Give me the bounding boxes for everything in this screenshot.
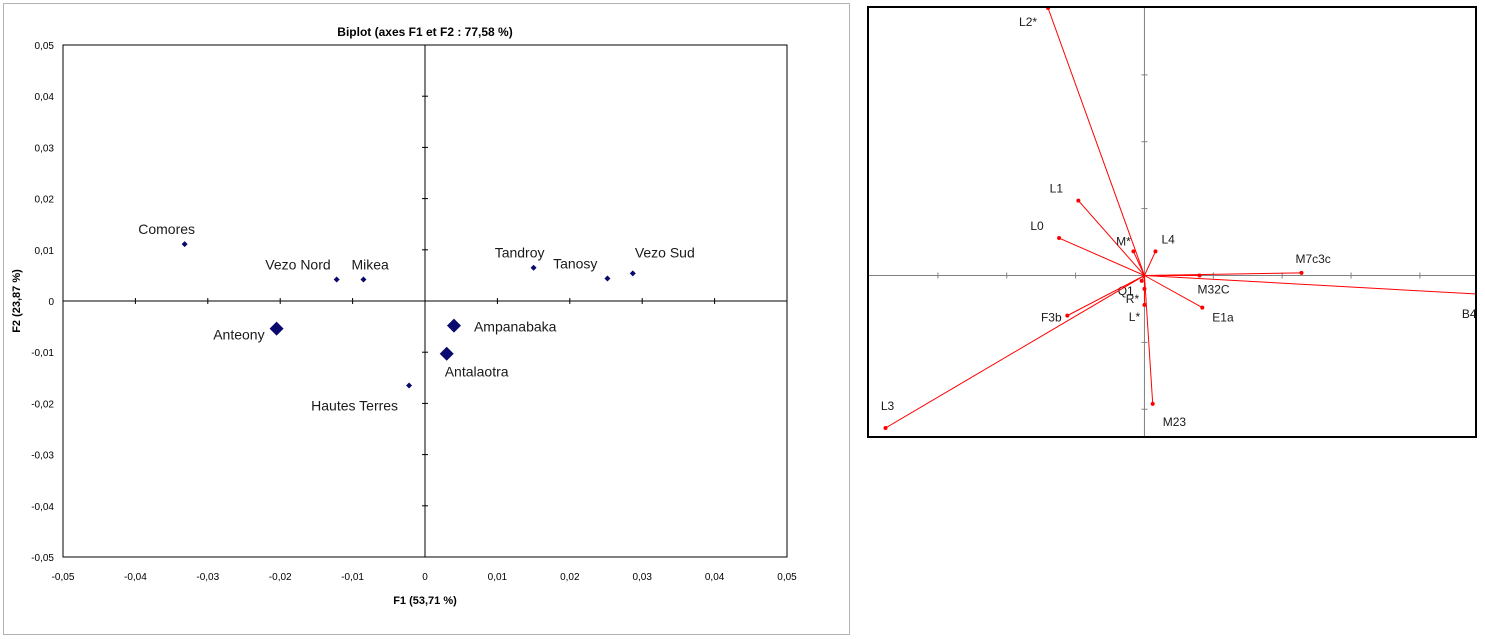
biplot-chart: -0,05 -0,04 -0,03 -0,02 -0,01 0 0,01 0,02 0,03 0,… <box>3 3 850 635</box>
vector-endpoint <box>1299 270 1304 275</box>
x-axis-label: F1 (53,71 %) <box>393 595 457 607</box>
vector-endpoint <box>1065 313 1070 318</box>
vector-endpoint <box>1142 302 1147 307</box>
data-point-label: Ampanabaka <box>474 319 557 335</box>
y-tick-label: 0,03 <box>35 143 55 154</box>
vector-endpoint <box>1131 249 1136 254</box>
x-tick-label: 0,05 <box>777 572 797 583</box>
data-point <box>439 346 454 361</box>
y-tick-label: -0,05 <box>31 553 54 564</box>
data-point-label: Vezo Sud <box>635 244 695 260</box>
vector-label: L1 <box>1050 182 1064 196</box>
y-tick-label: -0,03 <box>31 451 54 462</box>
x-tick-label: 0,04 <box>705 572 725 583</box>
x-tick-label: 0,03 <box>632 572 652 583</box>
vector-endpoint <box>883 425 888 430</box>
vector-label: M7c3c <box>1295 252 1330 266</box>
data-point-label: Tandroy <box>495 245 545 261</box>
data-point <box>446 318 461 333</box>
vector-endpoint <box>1150 401 1155 406</box>
vector-label: L4 <box>1161 232 1175 246</box>
loading-vector <box>1144 275 1475 295</box>
data-point-label: Antalaotra <box>445 364 509 380</box>
loading-vector <box>885 275 1145 429</box>
loading-vector <box>1047 8 1145 276</box>
x-tick-label: -0,05 <box>52 572 75 583</box>
vector-label: L* <box>1129 310 1141 324</box>
loading-vector <box>1132 251 1145 276</box>
data-point <box>629 270 636 277</box>
vector-label: F3b <box>1041 311 1062 325</box>
vector-label: B4a <box>1462 307 1475 321</box>
y-tick-label: -0,04 <box>31 502 54 513</box>
data-point-label: Tanosy <box>553 255 597 271</box>
x-tick-label: 0,01 <box>488 572 508 583</box>
loading-vector <box>1143 251 1156 276</box>
loading-vector <box>1058 237 1145 276</box>
x-tick-label: -0,02 <box>269 572 292 583</box>
data-point <box>530 264 537 271</box>
data-point-label: Hautes Terres <box>311 397 398 413</box>
y-tick-label: 0 <box>48 297 54 308</box>
vector-endpoint <box>1197 273 1202 278</box>
y-tick-label: 0,01 <box>35 246 55 257</box>
vector-endpoint <box>1046 8 1051 10</box>
loading-vector <box>1144 275 1203 309</box>
loading-vector <box>1067 275 1145 317</box>
vector-label: R* <box>1126 292 1140 306</box>
vector-label: E1a <box>1212 311 1234 325</box>
loading-vector <box>1077 200 1145 276</box>
data-point <box>181 241 188 248</box>
vector-label: M* <box>1116 234 1131 248</box>
x-tick-label: 0 <box>422 572 428 583</box>
vector-label: M32C <box>1198 283 1230 297</box>
y-tick-label: -0,01 <box>31 348 54 359</box>
loading-vector <box>1143 275 1154 404</box>
vector-label: L0 <box>1030 219 1044 233</box>
data-point-label: Comores <box>138 221 195 237</box>
y-tick-label: 0,04 <box>35 92 55 103</box>
vector-label: M23 <box>1163 415 1187 429</box>
vector-endpoint <box>1200 305 1205 310</box>
vector-label: L3 <box>881 399 895 413</box>
vector-endpoint <box>1076 198 1081 203</box>
biplot-svg: -0,05 -0,04 -0,03 -0,02 -0,01 0 0,01 0,02 0,03 0,… <box>11 25 797 607</box>
chart-title: Biplot (axes F1 et F2 : 77,58 %) <box>337 25 512 39</box>
data-point <box>360 276 367 283</box>
vector-endpoint <box>1153 249 1158 254</box>
x-tick-label: -0,04 <box>124 572 147 583</box>
y-tick-label: -0,02 <box>31 399 54 410</box>
data-point <box>269 321 284 336</box>
x-tick-label: -0,01 <box>341 572 364 583</box>
data-point-label: Vezo Nord <box>265 256 330 272</box>
x-tick-label: -0,03 <box>196 572 219 583</box>
y-tick-label: 0,02 <box>35 195 55 206</box>
data-point <box>406 382 413 389</box>
y-axis-label: F2 (23,87 %) <box>11 269 23 333</box>
data-point-label: Anteony <box>213 327 264 343</box>
vector-label: L2* <box>1019 15 1037 29</box>
x-tick-label: 0,02 <box>560 572 580 583</box>
data-point <box>333 276 340 283</box>
data-point <box>604 275 611 282</box>
data-point-label: Mikea <box>351 256 389 272</box>
y-tick-label: 0,05 <box>35 41 55 52</box>
vector-endpoint <box>1139 278 1144 283</box>
vector-endpoint <box>1057 236 1062 241</box>
